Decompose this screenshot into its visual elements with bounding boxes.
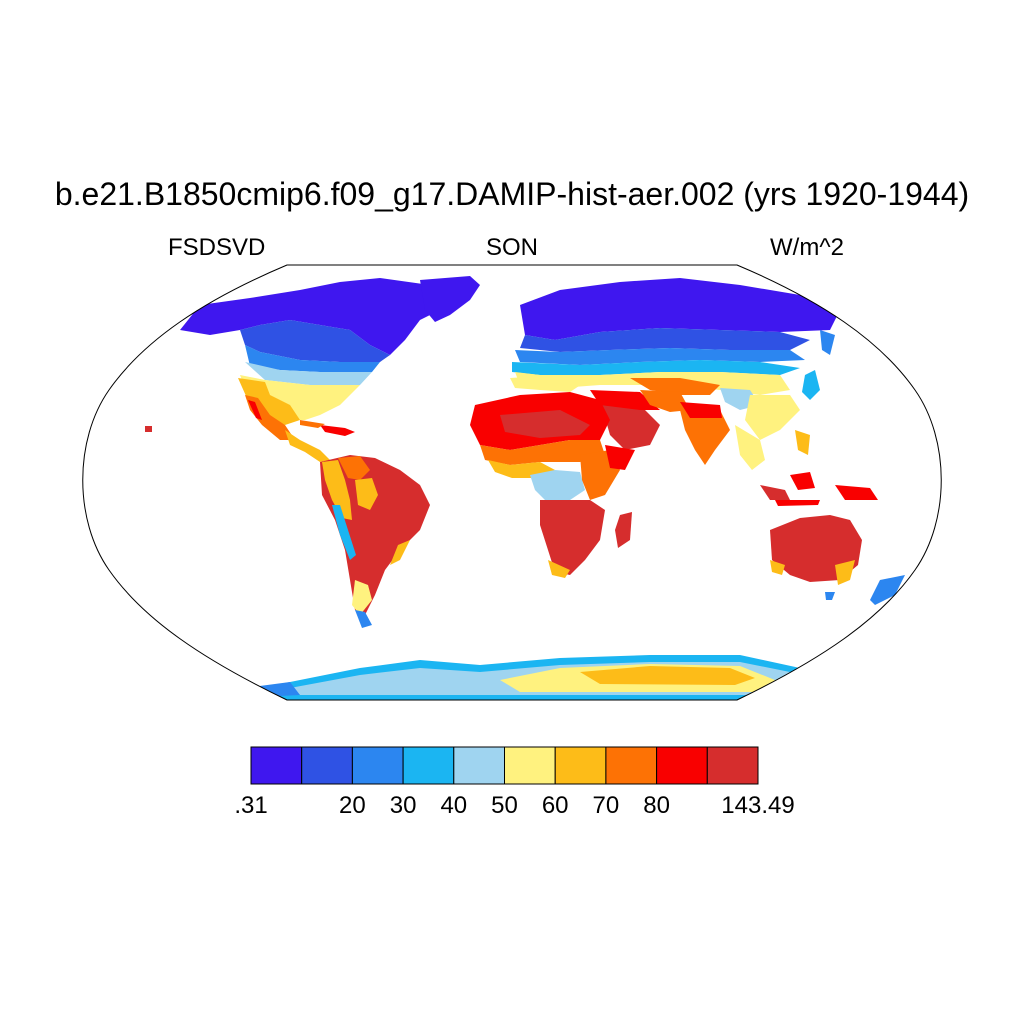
colorbar-tick-label: 143.49	[721, 792, 795, 819]
land-indochina	[735, 425, 765, 470]
land-south-america-amazon	[355, 478, 378, 510]
land-australia-southeast	[835, 560, 855, 585]
antarctica	[82, 655, 942, 700]
land-horn-africa	[605, 445, 635, 470]
land-southern-africa	[540, 500, 605, 575]
australia	[770, 515, 905, 605]
land-baja	[248, 400, 262, 420]
land-eurasia-mid	[515, 348, 805, 365]
colorbar-swatch	[605, 746, 658, 785]
colorbar-tick-label: 80	[643, 792, 670, 819]
land-sahara-core	[500, 410, 590, 438]
land-south-america-north	[338, 456, 370, 480]
land-central-america	[285, 430, 330, 462]
land-arabia	[600, 400, 660, 450]
colorbar-tick-label: 60	[541, 792, 569, 819]
south-america	[320, 455, 430, 628]
land-mexico	[245, 395, 295, 440]
land-north-america-mid	[245, 345, 380, 372]
units-label: W/m^2	[770, 234, 844, 261]
colorbar-tick-label: .31	[234, 792, 268, 819]
colorbar-swatch	[402, 746, 455, 785]
land-north-america-arctic	[180, 278, 470, 355]
map-outline	[82, 264, 942, 701]
land-central-asia	[630, 378, 720, 395]
land-south-america-east	[390, 540, 410, 565]
variable-label: FSDSVD	[168, 234, 266, 261]
land-south-africa-cape	[548, 560, 570, 578]
colorbar	[250, 746, 759, 785]
land-tierra-del-fuego	[355, 610, 372, 628]
land-antarctica-high	[580, 666, 755, 685]
land-north-america-southwest	[238, 378, 300, 425]
land-east-asia	[745, 395, 800, 440]
land-equatorial-africa	[530, 470, 585, 500]
eurasia	[510, 278, 840, 470]
land-java	[775, 500, 820, 506]
colorbar-tick-label: 20	[339, 792, 366, 819]
land-south-america-coast	[332, 505, 356, 560]
land-patagonia	[352, 580, 372, 615]
land-borneo	[790, 472, 815, 490]
land-middle-east	[590, 390, 660, 410]
land-hawaii	[145, 426, 152, 432]
land-new-zealand	[870, 575, 905, 605]
colorbar-tick-label: 70	[592, 792, 620, 819]
land-greenland	[420, 276, 480, 322]
colorbar-tick-label: 40	[440, 792, 468, 819]
land-north-america-boreal	[240, 320, 390, 362]
land-madagascar	[615, 512, 632, 548]
north-america	[145, 278, 470, 462]
colorbar-swatch	[656, 746, 708, 785]
land-south-america-andes	[322, 460, 352, 520]
colorbar-swatch	[453, 746, 505, 785]
land-india-north	[680, 402, 722, 418]
maritime-asia	[760, 430, 878, 506]
colorbar-swatch	[706, 746, 759, 785]
land-kamchatka	[820, 330, 835, 355]
colorbar-tick-label: 30	[389, 792, 417, 819]
land-eurasia-arctic	[520, 278, 840, 340]
land-caribbean	[320, 425, 355, 436]
colorbar-swatch	[504, 746, 556, 785]
land-new-guinea	[835, 485, 878, 500]
colorbar-swatch	[554, 746, 607, 785]
colorbar-tick-label: 50	[491, 792, 518, 819]
land-tasmania	[825, 592, 835, 600]
land-philippines	[795, 430, 810, 455]
land-cuba	[300, 420, 325, 428]
land-iran	[640, 390, 690, 412]
land-mediterranean	[510, 375, 585, 392]
land-japan	[802, 370, 820, 400]
land-sahel	[480, 440, 605, 465]
map-title: b.e21.B1850cmip6.f09_g17.DAMIP-hist-aer.…	[54, 176, 970, 212]
land-sumatra	[760, 485, 790, 500]
land-australia-southwest	[770, 560, 785, 575]
land-eurasia-boreal	[520, 328, 810, 352]
colorbar-swatch	[250, 746, 303, 785]
africa	[470, 392, 635, 578]
land-north-america-temperate	[245, 362, 372, 385]
land-eurasia-temperate	[512, 360, 800, 375]
land-india	[680, 410, 730, 465]
colorbar-swatch	[351, 746, 404, 785]
colorbar-swatch	[301, 746, 353, 785]
season-label: SON	[485, 234, 538, 261]
